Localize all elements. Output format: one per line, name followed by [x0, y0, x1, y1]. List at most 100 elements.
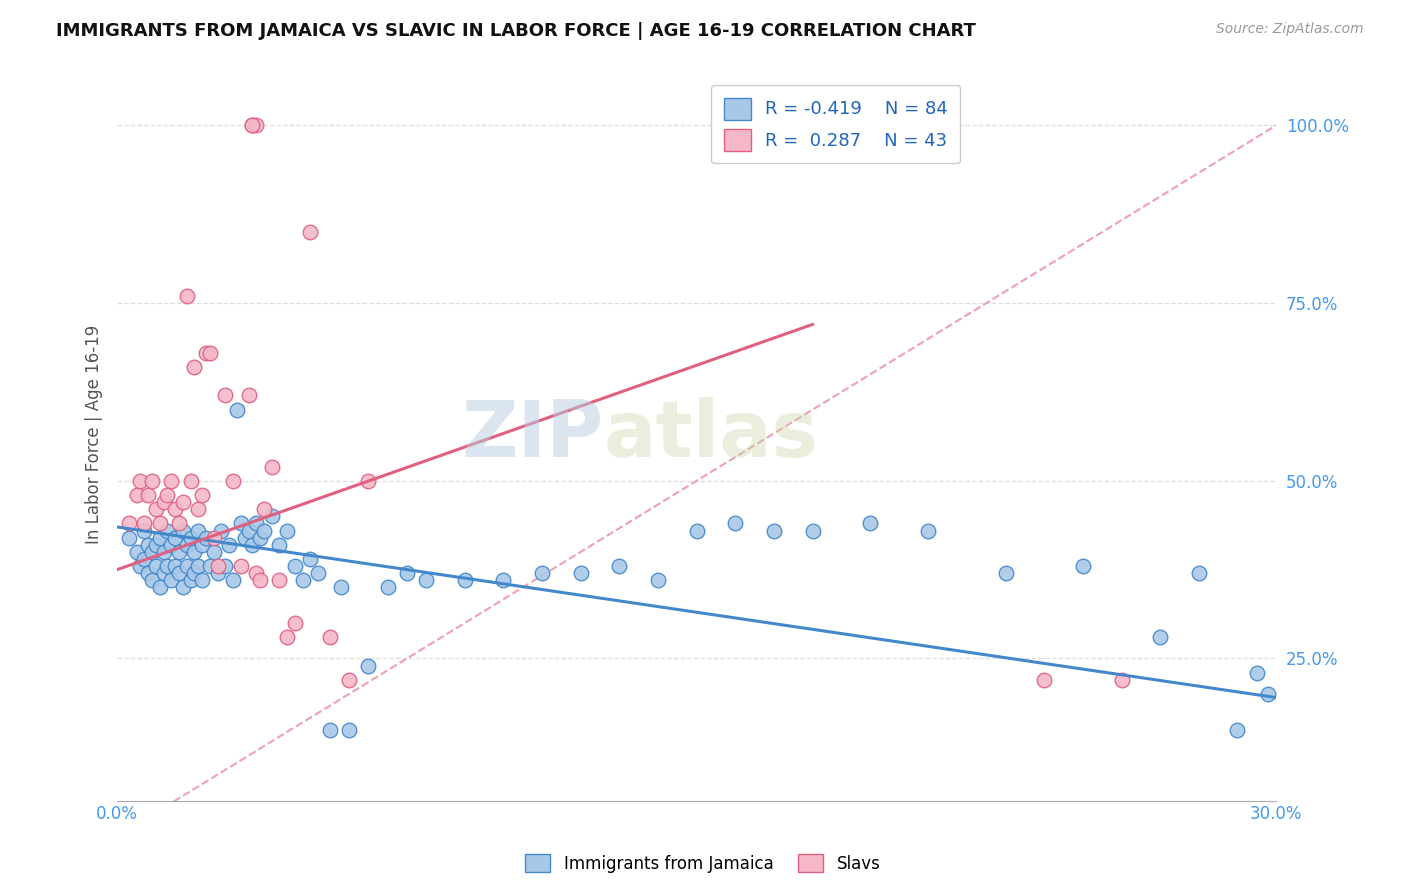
Point — [724, 516, 747, 531]
Point — [180, 474, 202, 488]
Point — [156, 488, 179, 502]
Point — [165, 531, 187, 545]
Point — [569, 566, 592, 581]
Point — [229, 516, 252, 531]
Point — [152, 545, 174, 559]
Point — [202, 531, 225, 545]
Point — [269, 538, 291, 552]
Text: atlas: atlas — [605, 397, 818, 473]
Point — [859, 516, 882, 531]
Point — [160, 574, 183, 588]
Point — [149, 516, 172, 531]
Point — [202, 545, 225, 559]
Point — [330, 581, 353, 595]
Point — [609, 559, 631, 574]
Point — [141, 474, 163, 488]
Point — [1071, 559, 1094, 574]
Point — [337, 723, 360, 737]
Point — [249, 531, 271, 545]
Point — [229, 559, 252, 574]
Point — [233, 531, 256, 545]
Point — [198, 559, 221, 574]
Point — [1149, 630, 1171, 644]
Point — [685, 524, 707, 538]
Point — [1257, 687, 1279, 701]
Point — [1226, 723, 1249, 737]
Point — [149, 531, 172, 545]
Point — [222, 574, 245, 588]
Point — [134, 552, 156, 566]
Point — [415, 574, 437, 588]
Point — [207, 566, 229, 581]
Point — [801, 524, 824, 538]
Point — [269, 574, 291, 588]
Point — [172, 495, 194, 509]
Point — [357, 658, 380, 673]
Point — [145, 559, 167, 574]
Text: Source: ZipAtlas.com: Source: ZipAtlas.com — [1216, 22, 1364, 37]
Point — [125, 545, 148, 559]
Point — [136, 566, 159, 581]
Point — [195, 531, 218, 545]
Point — [134, 524, 156, 538]
Point — [337, 673, 360, 687]
Point — [167, 516, 190, 531]
Point — [1246, 665, 1268, 680]
Point — [165, 559, 187, 574]
Point — [994, 566, 1017, 581]
Point — [125, 488, 148, 502]
Point — [191, 538, 214, 552]
Point — [211, 524, 233, 538]
Point — [187, 502, 209, 516]
Point — [492, 574, 515, 588]
Point — [242, 538, 264, 552]
Point — [160, 538, 183, 552]
Point — [136, 538, 159, 552]
Point — [253, 502, 276, 516]
Point — [214, 559, 236, 574]
Point — [762, 524, 785, 538]
Point — [129, 474, 152, 488]
Point — [245, 516, 267, 531]
Point — [195, 346, 218, 360]
Point — [183, 545, 205, 559]
Point — [260, 459, 283, 474]
Point — [207, 559, 229, 574]
Point — [245, 566, 267, 581]
Point — [454, 574, 477, 588]
Point — [260, 509, 283, 524]
Point — [141, 574, 163, 588]
Point — [176, 559, 198, 574]
Point — [167, 545, 190, 559]
Point — [299, 552, 322, 566]
Point — [187, 559, 209, 574]
Text: ZIP: ZIP — [461, 397, 605, 473]
Point — [647, 574, 669, 588]
Point — [191, 574, 214, 588]
Point — [307, 566, 329, 581]
Point — [1188, 566, 1211, 581]
Legend: Immigrants from Jamaica, Slavs: Immigrants from Jamaica, Slavs — [519, 847, 887, 880]
Point — [152, 495, 174, 509]
Point — [318, 723, 340, 737]
Point — [531, 566, 554, 581]
Point — [318, 630, 340, 644]
Point — [245, 119, 267, 133]
Point — [118, 516, 141, 531]
Point — [249, 574, 271, 588]
Point — [357, 474, 380, 488]
Point — [145, 502, 167, 516]
Point — [1111, 673, 1133, 687]
Point — [218, 538, 240, 552]
Point — [1033, 673, 1056, 687]
Point — [165, 502, 187, 516]
Point — [276, 524, 298, 538]
Point — [172, 524, 194, 538]
Point — [222, 474, 245, 488]
Point — [167, 566, 190, 581]
Point — [141, 545, 163, 559]
Point — [129, 559, 152, 574]
Point — [183, 566, 205, 581]
Point — [118, 531, 141, 545]
Point — [176, 289, 198, 303]
